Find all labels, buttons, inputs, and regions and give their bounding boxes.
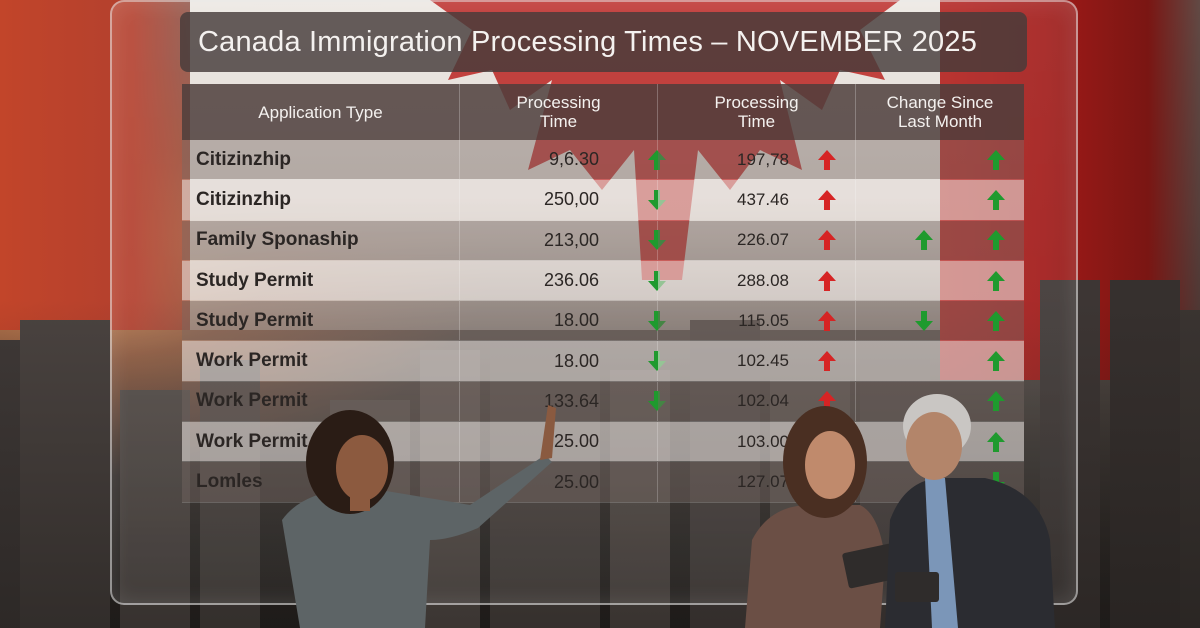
change-since-last-month-cell: [856, 260, 1024, 301]
processing-time-1-cell: 213,00: [460, 220, 666, 260]
table-header: Application Type Processing Time Process…: [182, 84, 1024, 140]
processing-time-1-cell: 236.06: [460, 260, 666, 301]
change-since-last-month-cell: [856, 341, 1024, 381]
processing-time-2-value: 102.45: [737, 351, 789, 371]
arrow-down-icon: [914, 310, 934, 332]
processing-time-2-value: 226.07: [737, 230, 789, 250]
processing-time-1-cell: 18.00: [460, 341, 666, 381]
arrow-up-icon: [986, 229, 1006, 251]
table-row: Family Sponaship 213,00 226.07: [182, 220, 1024, 261]
arrow-up-icon: [817, 270, 837, 292]
processing-time-1-cell: 25.00: [460, 422, 658, 462]
arrow-up-icon: [817, 149, 837, 171]
processing-time-2-value: 437.46: [737, 189, 789, 209]
arrow-up-icon: [986, 189, 1006, 211]
processing-time-2-value: 197,78: [737, 149, 789, 169]
processing-time-2-value: 103.00: [737, 431, 789, 451]
arrow-up-icon: [914, 229, 934, 251]
woman-with-tablet: [745, 406, 898, 628]
arrow-up-icon: [817, 189, 837, 211]
header-change-since-last-month: Change Since Last Month: [856, 84, 1024, 140]
processing-time-1-value: 25.00: [553, 431, 599, 452]
table-row: Study Permit 236.06 288.08: [182, 260, 1024, 302]
title-bar: Canada Immigration Processing Times – NO…: [180, 12, 1027, 72]
older-man: [885, 394, 1055, 628]
processing-time-2-cell: 437.46: [658, 180, 856, 220]
page-title: Canada Immigration Processing Times – NO…: [198, 25, 978, 58]
processing-time-1-value: 9,6.30: [548, 149, 599, 170]
change-since-last-month-cell: [856, 220, 1024, 260]
processing-time-1-value: 236.06: [543, 270, 599, 291]
arrow-up-icon: [986, 390, 1006, 412]
table-row: Work Permit 18.00 102.45: [182, 341, 1024, 382]
processing-time-2-cell: 288.08: [658, 260, 856, 301]
processing-time-2-cell: 115.05: [658, 301, 856, 341]
arrow-up-icon: [817, 390, 837, 412]
processing-time-1-value: 250,00: [543, 189, 599, 210]
arrow-up-icon: [817, 310, 837, 332]
table-row: Citizinzhip 250,00 437.46: [182, 180, 1024, 221]
change-since-last-month-cell: [856, 180, 1024, 220]
arrow-up-icon: [817, 350, 837, 372]
processing-time-1-cell: 250,00: [460, 180, 666, 220]
change-since-last-month-cell: [856, 301, 1024, 341]
application-type-cell: Citizinzhip: [182, 140, 460, 180]
header-processing-time-2: Processing Time: [658, 84, 856, 140]
arrow-up-icon: [986, 431, 1006, 453]
processing-time-1-value: 133.64: [543, 390, 599, 411]
processing-times-table: Application Type Processing Time Process…: [182, 84, 1024, 503]
woman-pointing: [282, 405, 556, 628]
arrow-up-icon: [647, 149, 667, 171]
application-type-cell: Work Permit: [182, 381, 460, 422]
processing-time-2-value: 102.04: [737, 391, 789, 411]
header-application-type: Application Type: [182, 84, 460, 140]
processing-time-2-value: 115.05: [738, 310, 789, 330]
table-row: Citizinzhip 9,6.30 197,78: [182, 140, 1024, 181]
processing-time-1-cell: 9,6.30: [460, 140, 666, 180]
table-body: Citizinzhip 9,6.30 197,78 Citizinzhip 250,00…: [182, 140, 1024, 503]
processing-time-2-value: 127.07: [737, 472, 789, 492]
processing-time-1-cell: 18.00: [460, 301, 666, 341]
processing-time-2-cell: 102.45: [658, 341, 856, 381]
change-since-last-month-cell: [856, 140, 1024, 180]
processing-time-1-value: 18.00: [553, 310, 599, 331]
processing-time-2-value: 288.08: [737, 270, 789, 290]
processing-time-2-cell: 226.07: [658, 220, 856, 260]
application-type-cell: Work Permit: [182, 341, 460, 381]
processing-time-1-value: 18.00: [553, 350, 599, 371]
arrow-up-icon: [986, 310, 1006, 332]
arrow-up-icon: [986, 270, 1006, 292]
arrow-down-icon: [647, 390, 667, 412]
arrow-up-icon: [986, 350, 1006, 372]
processing-time-1-value: 213,00: [543, 229, 599, 250]
application-type-cell: Study Permit: [182, 301, 460, 341]
processing-time-2-cell: 197,78: [658, 140, 856, 180]
processing-time-1-cell: 133.64: [460, 381, 666, 422]
arrow-down-icon: [647, 229, 667, 251]
header-processing-time-1: Processing Time: [460, 84, 658, 140]
application-type-cell: Study Permit: [182, 260, 460, 301]
application-type-cell: Family Sponaship: [182, 220, 460, 260]
arrow-up-icon: [817, 229, 837, 251]
flag-left-band: [0, 0, 190, 330]
arrow-down-icon: [647, 310, 667, 332]
application-type-cell: Citizinzhip: [182, 180, 460, 220]
arrow-up-icon: [986, 149, 1006, 171]
processing-time-1-value: 25.00: [553, 471, 599, 492]
table-row: Study Permit 18.00 115.05: [182, 301, 1024, 342]
